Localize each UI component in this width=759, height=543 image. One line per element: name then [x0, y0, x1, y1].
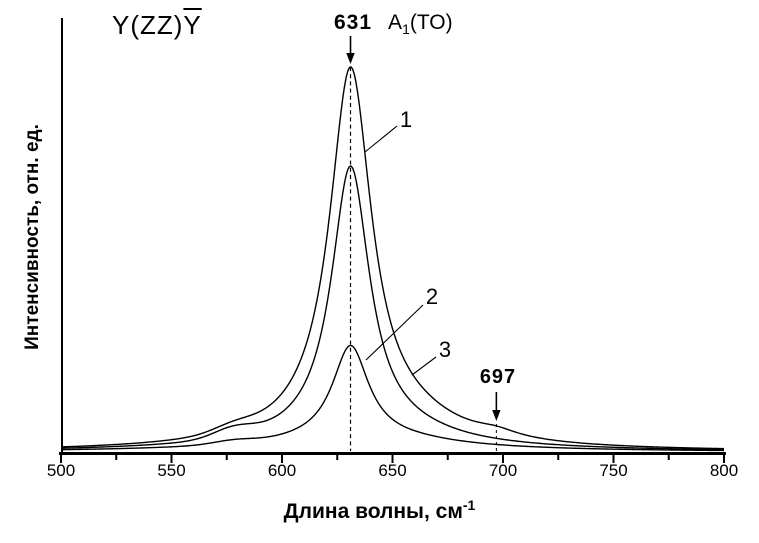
x-tick-label: 800 [709, 461, 739, 480]
x-axis-title-superscript: -1 [462, 497, 476, 513]
x-major-tick [170, 455, 173, 463]
x-tick-label: 650 [378, 461, 407, 480]
x-major-tick [281, 455, 283, 463]
scattering-geometry-label: Y(ZZ)Y [112, 10, 202, 41]
x-minor-tick [225, 455, 228, 460]
curve-label-1: 1 [399, 107, 413, 132]
x-tick-label: 700 [488, 461, 518, 480]
down-arrow-631-icon-head [346, 53, 355, 64]
down-arrow-697-icon-head [492, 410, 501, 421]
x-tick-label: 550 [157, 461, 186, 480]
x-major-tick [502, 455, 504, 463]
leader-line-2 [365, 304, 424, 361]
x-major-tick [723, 455, 725, 463]
x-minor-tick [336, 455, 339, 460]
peak-wavenumber-631: 631 [334, 11, 373, 34]
spectrum-curve-1 [60, 66, 725, 450]
x-axis-line [59, 452, 726, 455]
x-tick-label: 750 [599, 461, 628, 480]
geometry-prefix: Y(ZZ) [112, 10, 184, 40]
mode-suffix: (TO) [409, 11, 453, 34]
main-peak-annotation: 631 A1(TO) [334, 11, 453, 37]
x-major-tick [391, 455, 394, 463]
curve-label-2: 2 [425, 284, 439, 309]
spectrum-curve-3 [60, 165, 725, 451]
x-minor-tick [557, 455, 560, 460]
x-axis-title: Длина волны, см-1 [0, 497, 759, 524]
y-axis-line [61, 18, 63, 455]
x-minor-tick [115, 455, 118, 460]
x-tick-label: 500 [46, 461, 76, 480]
leader-line-1 [364, 125, 398, 153]
curve-label-3: 3 [438, 337, 452, 362]
mode-symbol: A [388, 11, 403, 34]
x-axis-title-text: Длина волны, см [283, 500, 463, 523]
x-minor-tick [667, 455, 670, 460]
spectrum-curve-2 [60, 344, 725, 452]
x-major-tick [612, 455, 615, 463]
x-major-tick [60, 455, 62, 463]
secondary-peak-annotation-697: 697 [479, 366, 517, 388]
mode-assignment-label: A1(TO) [388, 11, 453, 38]
x-tick-label: 600 [267, 461, 297, 480]
leader-line-3 [411, 356, 437, 376]
geometry-overlined-y: Y [183, 10, 202, 40]
mode-subscript: 1 [402, 21, 410, 38]
x-minor-tick [446, 455, 449, 460]
y-axis-title: Интенсивность, отн. ед. [22, 124, 43, 350]
